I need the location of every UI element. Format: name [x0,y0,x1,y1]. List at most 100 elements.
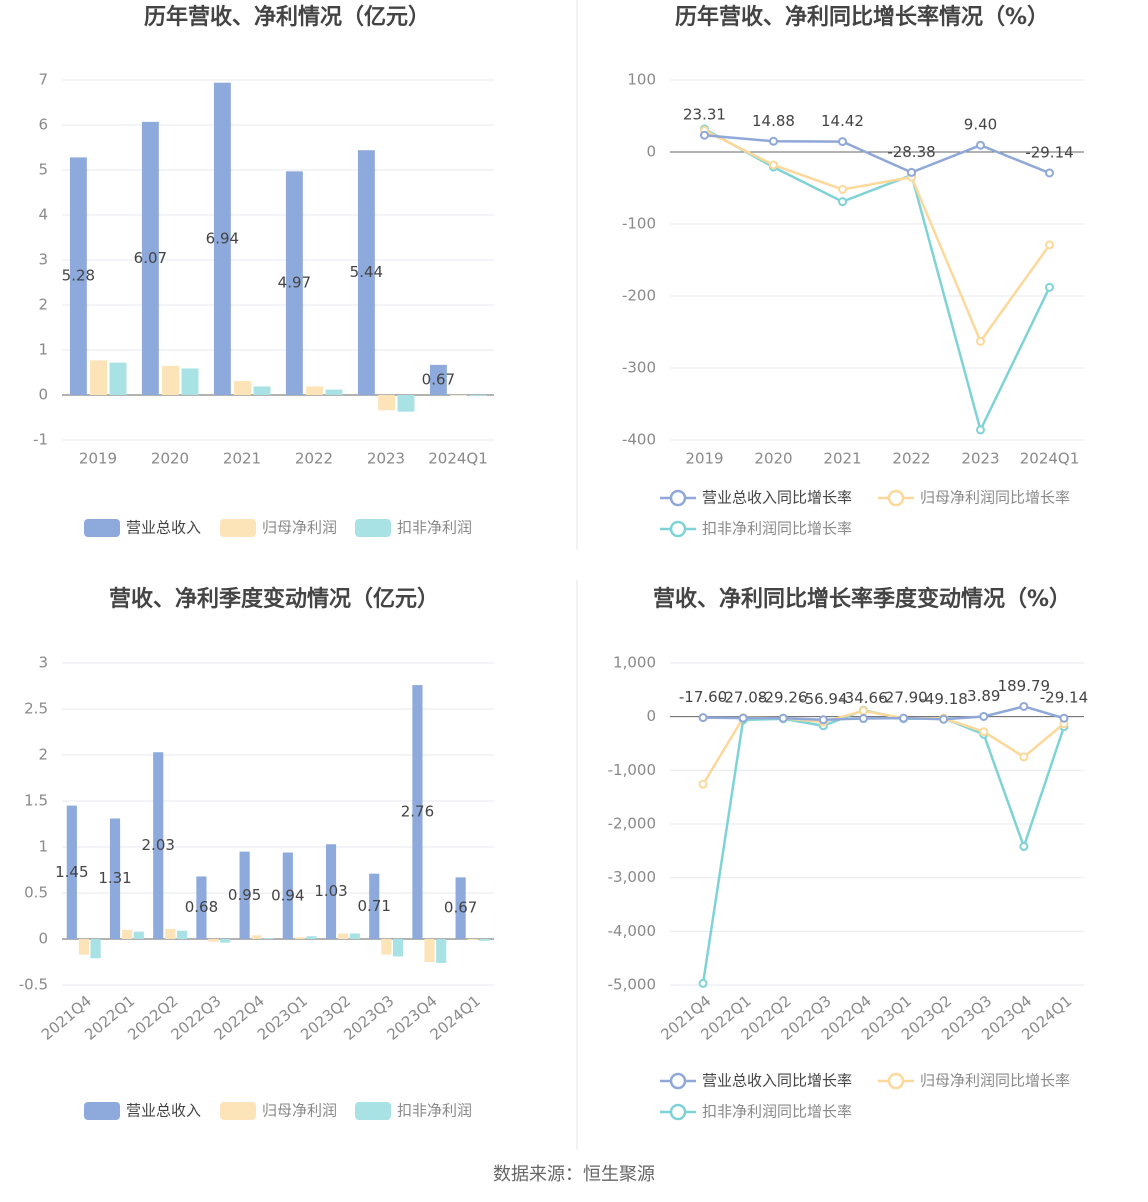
y-tick-label: 0 [646,143,656,161]
bar [397,395,415,412]
bar [338,933,349,939]
legend-label: 营业总收入 [126,1102,201,1120]
legend-swatch [355,519,391,537]
legend-swatch [669,489,687,507]
y-tick-label: -2,000 [608,815,656,833]
point [1019,752,1029,762]
bar [176,930,188,939]
data-label: 3.89 [967,687,1000,705]
line [701,709,1065,785]
data-label: -56.94 [799,690,847,708]
bar [436,939,447,963]
bar [412,685,423,939]
data-label: 2.03 [142,836,175,854]
data-label: 0.67 [422,370,455,388]
data-label: -28.38 [887,143,935,161]
bar [162,365,179,395]
data-label: 5.44 [350,263,383,281]
x-tick-label: 2020 [754,450,792,468]
y-tick-label: 0 [38,930,48,948]
data-label: 14.42 [821,112,864,130]
legend-swatch [84,519,120,537]
point [698,779,708,789]
bar [424,939,435,962]
point [1045,282,1054,292]
data-label: 9.40 [964,116,997,134]
point [907,167,916,177]
legend-swatch [220,519,256,537]
x-tick-label: 2024Q1 [1020,450,1080,468]
point [1045,240,1054,250]
bar [306,386,323,395]
bar [133,931,144,939]
legend-label: 归母净利润 [262,519,337,537]
bar [181,368,199,395]
data-label: 5.28 [62,267,95,285]
line [703,705,1065,721]
x-tick-label: 2020 [151,450,189,468]
chart-title: 营收、净利季度变动情况（亿元） [109,586,439,612]
y-tick-label: 4 [38,206,48,224]
point [976,336,985,346]
bar [251,935,262,939]
y-tick-label: -200 [622,287,656,305]
point [838,137,847,147]
data-label: 189.79 [998,677,1051,695]
point [778,713,788,723]
x-tick-label: 2022 [892,450,930,468]
legend-label: 归母净利润 [262,1102,337,1120]
bar [263,938,274,939]
legend-label: 扣非净利润 [397,519,472,537]
point [858,706,868,716]
data-label: 0.94 [271,886,304,904]
bar [208,939,219,942]
bar [234,381,251,395]
bar [325,844,337,939]
legend-swatch [669,1072,687,1090]
point [1045,168,1054,178]
data-label: 23.31 [683,106,726,124]
bar [325,389,343,395]
line [703,127,1051,434]
data-label: -29.14 [1040,689,1088,707]
x-tick-label: 2023 [367,450,405,468]
legend-label: 营业总收入同比增长率 [702,489,852,507]
bar [455,877,466,939]
chart-title: 营收、净利同比增长率季度变动情况（%） [653,586,1071,612]
line [704,133,1050,175]
point [1059,713,1069,723]
point [769,136,778,146]
y-tick-label: 7 [38,71,48,89]
bar [141,121,159,395]
legend-swatch [84,1102,120,1120]
point [1019,701,1029,711]
legend-label: 归母净利润同比增长率 [920,489,1070,507]
bar [69,157,87,395]
y-tick-label: 0 [38,386,48,404]
point [738,713,748,723]
data-label: 0.68 [185,898,218,916]
y-tick-label: -300 [622,359,656,377]
legend-label: 扣非净利润同比增长率 [702,520,852,538]
data-label: -34.66 [839,689,887,707]
legend-label: 归母净利润同比增长率 [920,1072,1070,1090]
y-tick-label: 100 [627,71,656,89]
bar [213,82,231,395]
y-tick-label: 2 [38,746,48,764]
legend-label: 扣非净利润同比增长率 [702,1103,852,1121]
bar [196,876,207,939]
bar [479,939,490,941]
bar [306,936,317,939]
y-tick-label: -5,000 [608,976,656,994]
legend-swatch [220,1102,256,1120]
data-label: 6.94 [206,229,239,247]
x-tick-label: 2021 [823,450,861,468]
data-label: 4.97 [278,274,311,292]
y-tick-label: -3,000 [608,868,656,886]
bar [253,386,271,395]
x-tick-label: 2019 [685,450,723,468]
bar [90,939,101,959]
bar [294,937,305,939]
y-tick-label: -100 [622,215,656,233]
